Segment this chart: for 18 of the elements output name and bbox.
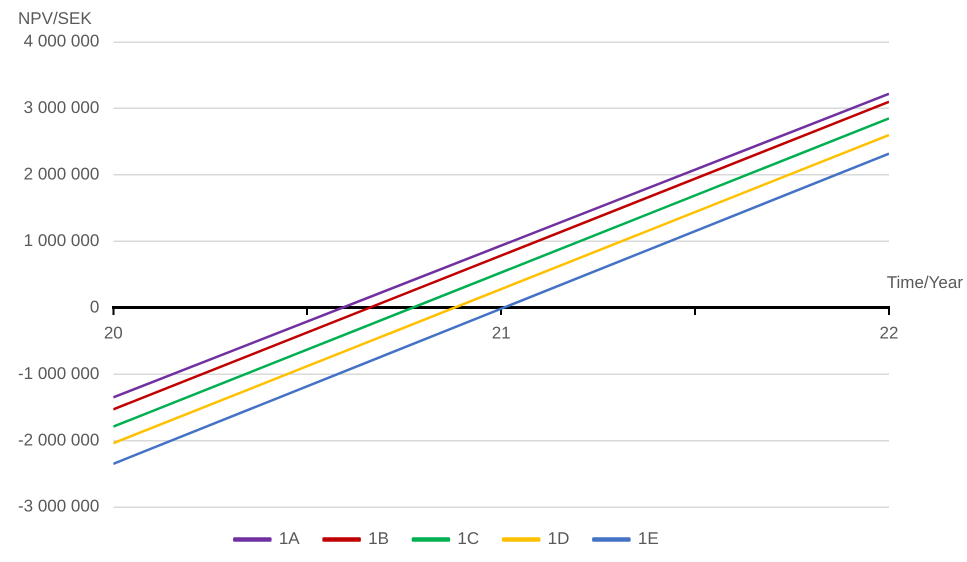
y-tick-label: 2 000 000	[24, 164, 100, 184]
x-tick-label: 20	[104, 324, 123, 343]
y-tick-label: -3 000 000	[18, 496, 100, 516]
y-axis-title: NPV/SEK	[18, 9, 92, 28]
x-tick-label: 22	[880, 324, 898, 343]
y-tick-label: 3 000 000	[24, 98, 100, 118]
legend-label: 1C	[457, 529, 480, 548]
legend-label: 1A	[278, 529, 300, 548]
legend-label: 1D	[548, 529, 570, 548]
legend-label: 1B	[368, 529, 389, 548]
y-tick-label: 4 000 000	[24, 32, 100, 51]
legend-label: 1E	[638, 529, 659, 548]
x-tick-label: 21	[492, 324, 511, 343]
y-tick-label: -2 000 000	[18, 430, 100, 450]
x-axis-title: Time/Year	[886, 272, 964, 292]
y-tick-label: 0	[90, 297, 100, 316]
y-tick-label: 1 000 000	[24, 230, 100, 250]
y-tick-label: -1 000 000	[18, 364, 100, 383]
